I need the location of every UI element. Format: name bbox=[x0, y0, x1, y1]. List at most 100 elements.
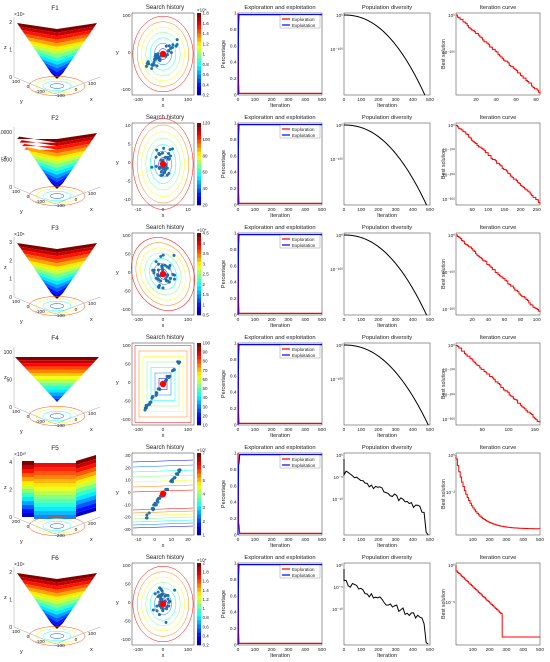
colorbar-segment bbox=[197, 522, 201, 528]
x-tick: 100 bbox=[357, 207, 365, 213]
x-axis-label: Iteration bbox=[270, 213, 290, 219]
search-point bbox=[167, 600, 171, 604]
plot-area bbox=[455, 562, 541, 646]
search-point bbox=[177, 360, 181, 364]
x-tick: 200 bbox=[374, 97, 382, 103]
surface-band bbox=[31, 594, 83, 604]
search-point bbox=[144, 64, 148, 68]
y-axis-label: y bbox=[116, 600, 119, 606]
search-point bbox=[165, 607, 169, 611]
search-point bbox=[148, 400, 152, 404]
search-point bbox=[159, 254, 163, 258]
y-tick: 10 bbox=[125, 478, 131, 484]
contour-ring bbox=[42, 80, 72, 92]
z-exponent: ×10⁴ bbox=[14, 562, 25, 568]
y-tick: -50 bbox=[124, 289, 131, 295]
best-point bbox=[159, 600, 167, 608]
surface-band bbox=[36, 161, 78, 172]
colorbar-segment bbox=[197, 628, 201, 633]
iteration-line bbox=[456, 234, 541, 313]
surface-band bbox=[24, 583, 90, 594]
x-axis-line bbox=[54, 516, 101, 535]
legend-label-exploitation: Exploitation bbox=[292, 573, 316, 578]
y-axis-label: Best solution bbox=[441, 39, 447, 69]
colorbar-segment bbox=[197, 485, 201, 491]
surface-band bbox=[22, 497, 34, 501]
surface-band bbox=[29, 260, 85, 271]
x-tick: 100 bbox=[184, 647, 192, 653]
colorbar-segment bbox=[197, 192, 201, 198]
x-axis-label: x bbox=[162, 433, 165, 439]
colorbar-segment bbox=[197, 184, 201, 189]
search-point bbox=[171, 478, 175, 482]
search-point bbox=[157, 262, 161, 266]
contour bbox=[136, 21, 190, 87]
x-tick: 200 bbox=[88, 521, 96, 527]
y-axis-line bbox=[13, 186, 56, 205]
colorbar-segment bbox=[197, 17, 201, 22]
x-tick: 500 bbox=[318, 317, 326, 323]
x-axis-label: Iteration bbox=[377, 103, 397, 109]
surface-band bbox=[19, 136, 95, 147]
y-axis-line bbox=[13, 296, 56, 315]
x-axis-label: x bbox=[90, 207, 93, 213]
colorbar-segment bbox=[197, 388, 201, 393]
diversity-title: Population diversity bbox=[362, 115, 412, 121]
x-tick: 400 bbox=[409, 427, 417, 433]
y-tick: -100 bbox=[35, 639, 45, 645]
surface-band bbox=[38, 165, 76, 175]
search-point bbox=[158, 166, 162, 170]
search-point bbox=[152, 271, 156, 275]
surface-band bbox=[43, 282, 71, 292]
x-tick: 400 bbox=[301, 647, 309, 653]
search-point bbox=[175, 43, 179, 47]
x-tick: 150 bbox=[531, 427, 539, 433]
colorbar-tick: 3 bbox=[203, 261, 206, 266]
surface-band bbox=[46, 175, 68, 186]
x-tick: 100 bbox=[357, 97, 365, 103]
y-tick: 10⁰ bbox=[448, 343, 455, 348]
colorbar-tick: 0.6 bbox=[203, 72, 210, 77]
x-axis-label: Iteration bbox=[270, 543, 290, 549]
surface-band bbox=[34, 515, 76, 519]
y-tick: 50 bbox=[125, 252, 131, 258]
y-tick: 10⁻¹⁰ bbox=[332, 607, 343, 612]
y-tick: 200 bbox=[12, 519, 20, 525]
x-tick: 400 bbox=[301, 207, 309, 213]
search-history-title: Search history bbox=[146, 5, 184, 11]
colorbar-segment bbox=[197, 298, 201, 303]
colorbar-segment bbox=[197, 188, 201, 193]
y-tick: 0 bbox=[234, 423, 237, 429]
y-tick: 10⁰ bbox=[448, 453, 455, 458]
colorbar-segment bbox=[197, 608, 201, 613]
colorbar-segment bbox=[197, 384, 201, 389]
surface-band bbox=[51, 395, 63, 399]
colorbar-segment bbox=[197, 506, 201, 511]
search-point bbox=[168, 148, 172, 152]
x-tick: 0 bbox=[343, 207, 346, 213]
y-tick: 10⁰ bbox=[336, 453, 343, 458]
y-axis-label: Percentage bbox=[221, 150, 227, 178]
surface-band bbox=[22, 501, 34, 505]
search-point bbox=[154, 503, 158, 507]
search-point bbox=[151, 395, 155, 399]
exploitation-line bbox=[237, 14, 322, 96]
surface-band bbox=[42, 385, 72, 390]
search-point bbox=[176, 473, 180, 477]
surface-band bbox=[22, 461, 34, 465]
search-point bbox=[155, 54, 159, 58]
x-tick: 150 bbox=[500, 207, 508, 213]
x-tick: 100 bbox=[357, 427, 365, 433]
x-tick: 100 bbox=[251, 427, 259, 433]
colorbar-segment bbox=[197, 294, 201, 299]
colorbar-tick: 4.5 bbox=[203, 231, 210, 236]
colorbar-segment bbox=[197, 640, 201, 646]
x-tick: 0 bbox=[343, 317, 346, 323]
search-point bbox=[155, 609, 159, 613]
x-axis-label: x bbox=[162, 213, 165, 219]
y-tick: 0.4 bbox=[230, 60, 237, 66]
x-tick: 100 bbox=[88, 81, 96, 87]
x-tick: 50 bbox=[469, 207, 475, 213]
colorbar-segment bbox=[197, 498, 201, 503]
